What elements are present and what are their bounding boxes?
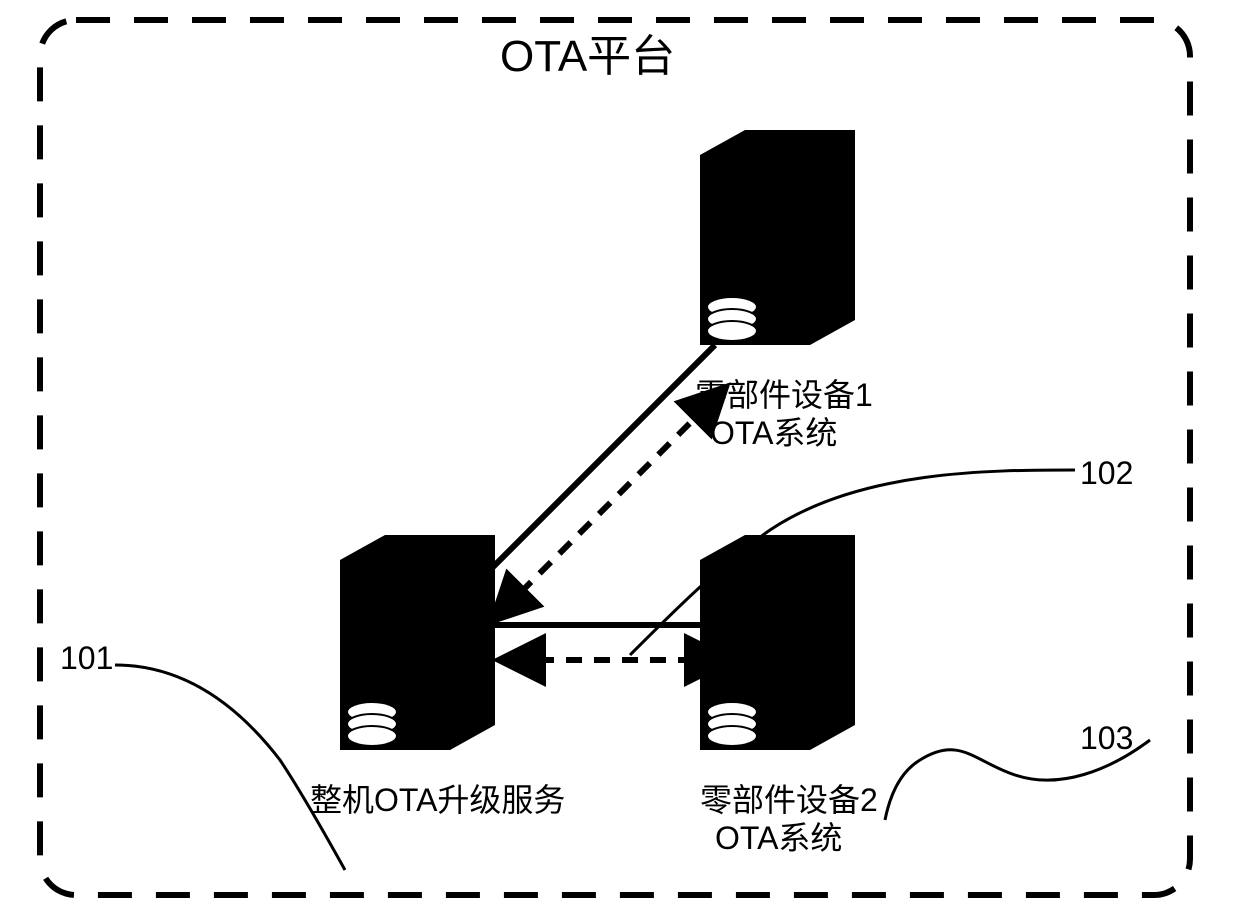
ref-101: 101 xyxy=(60,640,113,677)
edge-main-comp1-solid xyxy=(480,345,715,580)
ref-103: 103 xyxy=(1080,720,1133,757)
diagram-canvas: OTA平台 xyxy=(0,0,1240,920)
ref-102: 102 xyxy=(1080,455,1133,492)
leader-101 xyxy=(115,665,345,870)
platform-border xyxy=(40,20,1190,895)
node-main-server-icon xyxy=(340,535,495,750)
node-comp1-label-line2: OTA系统 xyxy=(710,408,837,454)
node-comp1-server-icon xyxy=(700,130,855,345)
edge-main-comp1-dashed xyxy=(500,395,718,613)
node-comp2-label-line2: OTA系统 xyxy=(715,813,842,859)
node-main-label: 整机OTA升级服务 xyxy=(310,775,565,821)
diagram-svg xyxy=(0,0,1240,920)
